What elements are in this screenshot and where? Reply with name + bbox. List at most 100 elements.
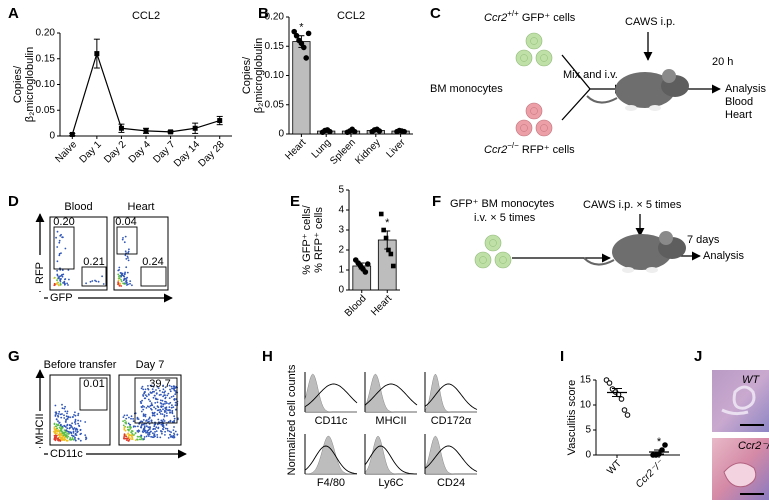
donor-label: Ccr2−/− RFP⁺ cells [484, 141, 575, 156]
event [102, 283, 105, 285]
event [143, 430, 146, 433]
event [66, 439, 69, 442]
event [84, 434, 87, 436]
event [157, 418, 160, 421]
event [65, 415, 68, 418]
event [120, 280, 123, 283]
event [156, 385, 159, 388]
event [162, 423, 164, 426]
event [61, 425, 64, 428]
event [66, 418, 69, 420]
event [150, 430, 152, 433]
event [57, 413, 60, 415]
event [140, 387, 143, 390]
sample-histogram [364, 383, 418, 412]
isotype-histogram [424, 373, 477, 413]
y-tick-label: 1 [338, 265, 344, 276]
event [159, 408, 162, 411]
x-tick-label: Blood [343, 293, 369, 319]
event [141, 385, 144, 388]
gate [81, 266, 107, 287]
event [122, 282, 124, 285]
event [127, 250, 130, 253]
event [163, 415, 166, 418]
mouse-body [612, 234, 672, 270]
event [166, 414, 168, 417]
panel-label: A [8, 5, 19, 22]
event [151, 404, 154, 407]
event [55, 411, 57, 413]
cell [525, 32, 543, 50]
event [64, 278, 67, 280]
nucleus [520, 54, 528, 62]
event [131, 433, 134, 435]
x-tick-label: Ccr2⁻/⁻ [634, 458, 667, 491]
event [173, 415, 176, 418]
outcome: Blood [725, 96, 753, 108]
event [56, 432, 58, 435]
nucleus [530, 37, 538, 45]
x-tick-label: Day 4 [127, 139, 154, 166]
data-point [621, 407, 628, 413]
event [164, 396, 167, 399]
event [70, 438, 73, 441]
data-point [364, 261, 371, 267]
significance: * [299, 22, 304, 34]
event [71, 422, 73, 425]
event [153, 433, 156, 436]
time-label: 20 h [712, 56, 733, 68]
event [134, 425, 137, 428]
event [53, 277, 56, 279]
event [67, 415, 70, 418]
event [161, 413, 164, 415]
event [147, 385, 149, 387]
y-axis-label: β₂microglobulin [253, 38, 265, 113]
cells: GFP⁺ cells [522, 12, 576, 24]
event [55, 236, 57, 239]
donor-label: Ccr2+/+ GFP⁺ cells [484, 9, 576, 24]
event [144, 391, 147, 393]
event [74, 423, 77, 425]
event [169, 388, 171, 391]
event [166, 394, 169, 397]
event [63, 282, 66, 284]
injection-label: CAWS i.p. × 5 times [583, 199, 682, 211]
event [172, 406, 175, 408]
event [91, 280, 94, 282]
y-tick-label: 0.20 [36, 28, 56, 39]
gate-frequency: 0.20 [53, 216, 74, 228]
event [56, 230, 59, 233]
event [171, 421, 174, 423]
sample-histogram [424, 445, 478, 474]
image-label: Ccr2⁻/⁻ [738, 440, 769, 452]
event [173, 434, 176, 436]
event [118, 269, 120, 271]
x-tick-label: Heart [283, 137, 308, 162]
event [148, 423, 151, 425]
y-axis-label: β₂microglobulin [24, 47, 36, 122]
x-tick-label: Heart [369, 293, 394, 318]
event [164, 390, 167, 393]
event [155, 430, 158, 432]
event [168, 397, 171, 399]
event [140, 436, 143, 439]
event [66, 427, 69, 430]
gate [53, 226, 75, 270]
event [97, 280, 100, 283]
event [62, 282, 64, 284]
marker-label: Ly6C [378, 477, 403, 489]
event [72, 432, 75, 434]
event [126, 276, 128, 279]
y-axis-label: Vasculitis score [566, 380, 578, 456]
data-point [291, 28, 298, 35]
data-point [301, 44, 307, 51]
event [150, 384, 153, 387]
event [125, 258, 128, 260]
y-tick-label: 0.15 [36, 53, 56, 64]
event [131, 284, 133, 287]
mouse-tail [586, 95, 618, 104]
event [143, 429, 146, 431]
event [54, 415, 57, 417]
event [146, 431, 149, 434]
plot-title: Before transfer [44, 359, 117, 371]
